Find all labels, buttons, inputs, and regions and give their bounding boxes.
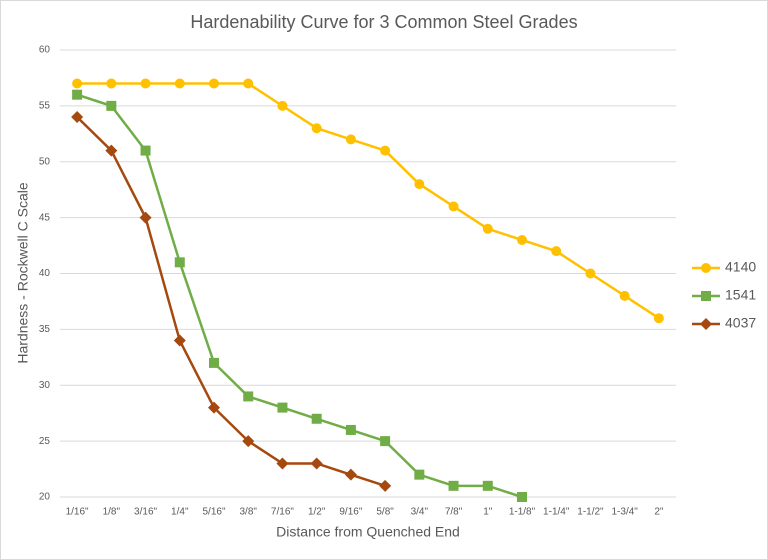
y-tick-label: 45 — [39, 212, 51, 223]
data-point — [174, 257, 185, 268]
x-tick-label: 2" — [654, 507, 664, 518]
data-point — [482, 223, 493, 234]
data-point — [105, 144, 118, 157]
data-point — [414, 179, 425, 190]
y-tick-label: 30 — [39, 380, 51, 391]
y-tick-label: 60 — [39, 45, 51, 56]
data-point — [71, 111, 84, 124]
x-axis-title: Distance from Quenched End — [276, 524, 460, 540]
data-point — [277, 402, 288, 413]
data-point — [243, 391, 254, 402]
x-tick-label: 1-1/4" — [543, 507, 570, 518]
legend-label: 4140 — [725, 259, 756, 275]
legend-label: 4037 — [725, 315, 756, 331]
data-point — [209, 78, 219, 89]
data-point — [106, 78, 117, 89]
y-tick-label: 35 — [39, 324, 51, 335]
data-point — [243, 78, 254, 89]
x-tick-label: 1/16" — [66, 507, 89, 518]
data-point — [517, 492, 527, 502]
x-tick-label: 1-1/2" — [577, 507, 604, 518]
x-tick-label: 9/16" — [339, 507, 362, 518]
data-point — [345, 424, 356, 435]
y-tick-label: 20 — [39, 492, 51, 503]
y-tick-label: 40 — [39, 268, 51, 279]
data-point — [380, 436, 391, 447]
y-tick-label: 25 — [39, 436, 51, 447]
y-tick-label: 55 — [39, 101, 51, 112]
data-point — [517, 234, 527, 245]
data-point — [242, 435, 255, 448]
x-tick-label: 1/8" — [103, 507, 121, 518]
x-tick-label: 3/16" — [134, 507, 157, 518]
data-point — [345, 134, 356, 145]
data-point — [344, 468, 357, 481]
data-point — [276, 457, 289, 470]
series-line — [77, 82, 660, 320]
series-line — [76, 93, 523, 499]
legend-label: 1541 — [725, 287, 756, 303]
y-tick-label: 50 — [39, 156, 51, 167]
legend-marker — [700, 318, 712, 330]
data-point — [311, 123, 322, 134]
data-point — [585, 268, 596, 279]
data-point — [448, 480, 459, 491]
x-tick-label: 1-1/8" — [509, 507, 536, 518]
data-point — [174, 78, 185, 89]
data-point — [619, 290, 630, 301]
y-axis-title: Hardness - Rockwell C Scale — [15, 182, 31, 363]
data-point — [139, 211, 152, 224]
data-point — [277, 100, 288, 111]
x-tick-label: 3/4" — [411, 507, 429, 518]
data-point — [106, 100, 117, 111]
data-point — [208, 401, 220, 414]
x-tick-label: 5/8" — [376, 507, 394, 518]
data-point — [173, 334, 186, 347]
data-point — [140, 78, 151, 89]
data-point — [310, 457, 323, 470]
data-point — [72, 78, 83, 89]
chart-title: Hardenability Curve for 3 Common Steel G… — [190, 12, 577, 32]
x-tick-label: 1" — [483, 507, 493, 518]
data-point — [482, 480, 493, 491]
data-point — [72, 89, 83, 100]
data-point — [653, 313, 664, 324]
data-point — [379, 479, 392, 492]
legend-marker — [701, 263, 711, 273]
x-tick-label: 3/8" — [239, 507, 257, 518]
x-tick-label: 7/16" — [271, 507, 294, 518]
data-point — [448, 201, 459, 212]
data-point — [380, 145, 391, 156]
x-tick-label: 1-3/4" — [611, 507, 638, 518]
data-point — [140, 145, 151, 156]
x-tick-label: 1/4" — [171, 507, 189, 518]
x-tick-label: 1/2" — [308, 507, 326, 518]
data-point — [414, 469, 425, 480]
x-tick-label: 5/16" — [202, 507, 225, 518]
data-point — [551, 246, 562, 257]
legend-marker — [701, 291, 711, 301]
series-line — [76, 116, 386, 488]
data-point — [209, 357, 219, 368]
x-tick-label: 7/8" — [445, 507, 463, 518]
data-point — [311, 413, 322, 424]
